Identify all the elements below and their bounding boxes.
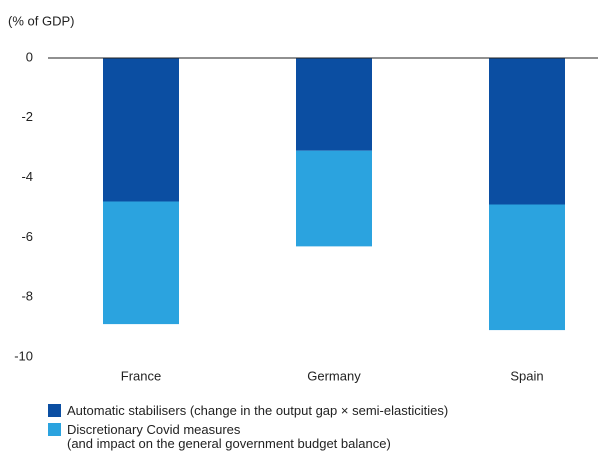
legend-item: Discretionary Covid measures (and impact… — [48, 423, 391, 451]
x-tick-label: France — [121, 368, 161, 383]
y-tick-label: -2 — [21, 109, 33, 124]
bar-segment — [296, 150, 372, 247]
bar-segment — [103, 58, 179, 202]
legend-label: Discretionary Covid measures (and impact… — [67, 422, 391, 451]
y-tick-label: -10 — [14, 348, 33, 363]
legend-swatch — [48, 423, 61, 436]
legend-swatch — [48, 404, 61, 417]
chart-subtitle: (% of GDP) — [8, 13, 74, 28]
bar-segment — [489, 58, 565, 205]
bar-segment — [489, 204, 565, 331]
bar-segment — [296, 58, 372, 151]
y-tick-label: 0 — [26, 49, 33, 64]
chart: (% of GDP) 0 -2 -4 -6 -8 -10 France Germany Spai… — [8, 13, 598, 383]
bar-segment — [103, 201, 179, 325]
y-tick-label: -6 — [21, 229, 33, 244]
y-tick-label: -4 — [21, 169, 33, 184]
x-tick-label: Germany — [307, 368, 361, 383]
legend-item: Automatic stabilisers (change in the out… — [48, 404, 448, 418]
x-tick-label: Spain — [510, 368, 543, 383]
legend-label: Automatic stabilisers (change in the out… — [67, 403, 449, 418]
y-tick-label: -8 — [21, 289, 33, 304]
